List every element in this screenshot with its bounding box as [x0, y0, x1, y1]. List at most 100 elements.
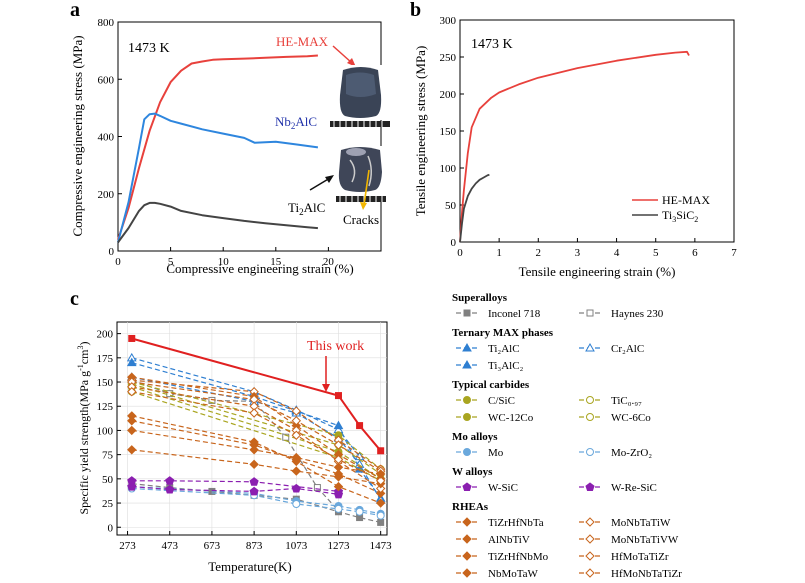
curve-nb2alc: [117, 112, 319, 243]
curve-ti3sic2: [459, 173, 490, 243]
point-mo-zro2: [292, 500, 301, 509]
panel-b-xtick-label: 4: [614, 247, 620, 259]
point-haynes-230: [377, 518, 385, 526]
legend-swatch-marker: [586, 396, 594, 404]
panel-b-xtick-label: 0: [457, 247, 463, 259]
legend-swatch-marker: [585, 482, 595, 491]
point-nbmotaw: [333, 472, 344, 482]
point-tizrhfnbmo: [127, 416, 137, 426]
ti2alc-specimen-photo: [336, 146, 386, 202]
point-mo-zro2: [355, 507, 364, 516]
point-cr2alc: [126, 357, 137, 367]
point-nbmotaw: [127, 445, 137, 455]
series-line-w-re-sic: [131, 480, 339, 492]
legend-item-label: C/SiC: [488, 395, 515, 407]
panel-c-ytick-label: 125: [97, 401, 114, 413]
ti2alc-arrowhead: [325, 175, 334, 183]
panel-a-ytick-label: 800: [98, 17, 115, 29]
cracks-arrowhead: [360, 202, 367, 210]
point-monbtatiw: [291, 406, 302, 416]
legend-swatch-marker: [462, 517, 472, 527]
legend-swatch-marker: [585, 551, 595, 561]
panel-c-xlabel: Temperature(K): [208, 559, 292, 574]
legend-swatch-marker: [585, 568, 595, 578]
legend-swatch-marker: [585, 342, 595, 352]
legend-item-label: MoNbTaTiW: [611, 517, 671, 529]
point-nbmotaw: [291, 466, 302, 476]
legend-swatch-marker: [462, 359, 472, 369]
point-this-work: [377, 447, 385, 455]
point-this-work: [356, 422, 364, 430]
panel-b-ytick-label: 50: [445, 200, 457, 212]
panel-a-ytick-label: 400: [98, 132, 115, 144]
point-nbmotaw: [249, 459, 259, 470]
panel-a-xtick-label: 0: [115, 256, 121, 268]
point-hfmonbtatizr: [375, 476, 386, 486]
panel-c-xtick-label: 1473: [370, 540, 393, 552]
series-line-c-sic: [131, 381, 382, 470]
panel-b-xtick-label: 1: [496, 247, 502, 259]
panel-b-xtick-label: 3: [575, 247, 581, 259]
point-w-re-sic: [249, 477, 259, 486]
point-inconel-718: [313, 484, 321, 492]
panel-b-xtick-label: 7: [731, 247, 737, 259]
ti2alc-arrow: [309, 177, 331, 191]
point-hfmonbtatizr: [127, 387, 137, 397]
panel-c-letter: c: [70, 288, 79, 310]
legend-item-label: NbMoTaW: [488, 568, 539, 580]
point-w-sic: [165, 484, 175, 494]
series-line-alnbtiv: [131, 376, 381, 480]
panel-b-xtick-label: 5: [653, 247, 659, 259]
legend-ti3sic2-label: Ti3SiC2: [662, 208, 698, 224]
this-work-label: This work: [307, 339, 364, 354]
point-hfmotatizr: [375, 483, 386, 494]
panel-b-ylabel: Tensile engineering stress (MPa): [413, 46, 428, 217]
series-line-nbmotawv: [131, 429, 381, 475]
panel-c-legend: Superalloys Inconel 718 Haynes 230 Ternary …: [452, 292, 682, 580]
series-line-tic0-97: [131, 383, 382, 475]
panel-c-frame: [116, 321, 388, 536]
series-line-cr2alc: [131, 362, 382, 499]
legend-group-title: W alloys: [452, 466, 493, 478]
legend-item-label: MoNbTaTiVW: [611, 534, 679, 546]
panel-b-temperature: 1473 K: [471, 37, 513, 52]
panel-c-ytick-label: 25: [102, 498, 114, 510]
panel-a-letter: a: [70, 0, 80, 21]
legend-group-title: Superalloys: [452, 292, 508, 304]
panel-b-ytick-label: 300: [440, 15, 457, 27]
panel-a-ylabel: Compressive engineering stress (MPa): [70, 35, 85, 236]
panel-a-xtick-label: 10: [218, 256, 230, 268]
cracks-arrow: [363, 169, 370, 206]
legend-item-label: Cr₂AlC: [611, 343, 644, 355]
point-nbmotawv: [291, 452, 302, 463]
point-cr2alc: [333, 420, 344, 430]
legend-swatch-marker: [462, 534, 472, 544]
series-line-this-work: [131, 337, 382, 452]
panel-a-xtick-label: 20: [323, 256, 335, 268]
legend-swatch-marker: [586, 448, 594, 456]
point-nbmotawv: [249, 445, 259, 455]
panel-b-ytick-label: 100: [440, 163, 457, 175]
panel-c-ytick-label: 0: [108, 522, 114, 534]
panel-c-series: [126, 334, 386, 526]
panel-c-ytick-label: 100: [97, 425, 114, 437]
legend-group-title: Mo alloys: [452, 431, 498, 443]
legend-item-label: WC-6Co: [611, 412, 651, 424]
point-w-re-sic: [165, 476, 175, 485]
panel-b-xlabel: Tensile engineering strain (%): [519, 264, 676, 279]
point-hfmonbtatizr: [249, 408, 259, 418]
legend-group-title: RHEAs: [452, 501, 489, 513]
point-mo-zro2: [334, 504, 343, 513]
legend-group-title: Typical carbides: [452, 379, 530, 391]
panel-a-temperature: 1473 K: [128, 41, 170, 56]
series-line-nbmotaw: [131, 449, 381, 485]
legend-swatch-marker: [586, 309, 594, 317]
panel-a-xtick-label: 15: [270, 256, 282, 268]
panel-c-ytick-label: 75: [102, 450, 114, 462]
point-w-sic: [249, 486, 259, 496]
panel-c-ylabel: Specific yield strength(MPa g-1cm3): [76, 342, 91, 515]
panel-a-xlabel: Compressive engineering strain (%): [166, 261, 353, 276]
legend-item-label: TiZrHfNbMo: [488, 551, 549, 563]
label-nb2alc: Nb2AlC: [275, 114, 317, 131]
